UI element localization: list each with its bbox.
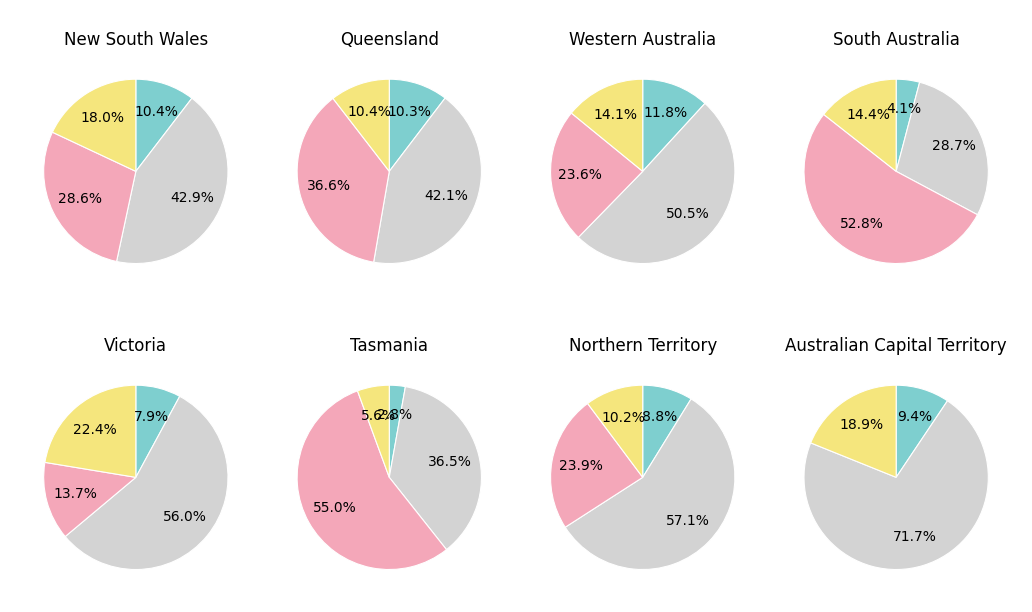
Title: Northern Territory: Northern Territory <box>569 337 717 355</box>
Wedge shape <box>896 82 989 215</box>
Text: 9.4%: 9.4% <box>897 411 932 424</box>
Wedge shape <box>587 385 643 477</box>
Text: 42.9%: 42.9% <box>171 190 215 204</box>
Text: 10.4%: 10.4% <box>134 105 178 119</box>
Wedge shape <box>643 385 691 477</box>
Title: Tasmania: Tasmania <box>350 337 428 355</box>
Wedge shape <box>804 401 989 570</box>
Title: Australian Capital Territory: Australian Capital Territory <box>785 337 1007 355</box>
Wedge shape <box>572 79 643 171</box>
Title: Victoria: Victoria <box>104 337 167 355</box>
Text: 36.5%: 36.5% <box>428 455 472 469</box>
Text: 28.7%: 28.7% <box>932 140 975 153</box>
Wedge shape <box>374 98 482 264</box>
Text: 71.7%: 71.7% <box>893 530 936 544</box>
Wedge shape <box>566 399 735 570</box>
Wedge shape <box>896 79 920 171</box>
Wedge shape <box>896 385 947 477</box>
Title: New South Wales: New South Wales <box>64 31 208 49</box>
Text: 55.0%: 55.0% <box>313 501 356 515</box>
Text: 56.0%: 56.0% <box>162 510 206 524</box>
Text: 18.9%: 18.9% <box>839 419 883 433</box>
Text: 11.8%: 11.8% <box>643 106 687 120</box>
Wedge shape <box>550 403 643 527</box>
Wedge shape <box>136 385 180 477</box>
Text: 10.2%: 10.2% <box>601 411 645 425</box>
Text: 18.0%: 18.0% <box>80 111 124 125</box>
Wedge shape <box>45 385 136 477</box>
Text: 13.7%: 13.7% <box>54 487 97 501</box>
Wedge shape <box>643 79 705 171</box>
Wedge shape <box>43 463 136 537</box>
Title: South Australia: South Australia <box>833 31 960 49</box>
Text: 52.8%: 52.8% <box>840 217 883 231</box>
Wedge shape <box>43 132 136 261</box>
Text: 23.9%: 23.9% <box>559 459 603 473</box>
Text: 4.1%: 4.1% <box>886 102 922 116</box>
Wedge shape <box>357 385 389 477</box>
Wedge shape <box>811 385 896 477</box>
Wedge shape <box>550 113 643 237</box>
Wedge shape <box>136 79 192 171</box>
Wedge shape <box>297 391 447 570</box>
Text: 7.9%: 7.9% <box>134 409 169 424</box>
Wedge shape <box>389 385 406 477</box>
Wedge shape <box>824 79 896 171</box>
Text: 23.6%: 23.6% <box>558 168 602 182</box>
Title: Queensland: Queensland <box>340 31 439 49</box>
Wedge shape <box>389 387 482 550</box>
Text: 5.6%: 5.6% <box>361 409 396 423</box>
Text: 2.8%: 2.8% <box>378 408 413 422</box>
Wedge shape <box>297 99 389 262</box>
Text: 10.4%: 10.4% <box>347 105 391 119</box>
Text: 14.1%: 14.1% <box>593 108 638 122</box>
Text: 8.8%: 8.8% <box>642 410 677 424</box>
Wedge shape <box>53 79 136 171</box>
Wedge shape <box>804 114 977 264</box>
Text: 57.1%: 57.1% <box>666 514 709 528</box>
Text: 14.4%: 14.4% <box>847 108 891 122</box>
Text: 36.6%: 36.6% <box>307 179 351 193</box>
Wedge shape <box>117 98 228 264</box>
Text: 10.3%: 10.3% <box>387 105 431 119</box>
Text: 50.5%: 50.5% <box>667 207 710 222</box>
Wedge shape <box>389 79 445 171</box>
Title: Western Australia: Western Australia <box>570 31 716 49</box>
Text: 28.6%: 28.6% <box>58 192 102 206</box>
Wedge shape <box>578 103 735 264</box>
Wedge shape <box>65 397 228 570</box>
Text: 42.1%: 42.1% <box>425 189 469 203</box>
Wedge shape <box>333 79 389 171</box>
Text: 22.4%: 22.4% <box>73 422 118 436</box>
